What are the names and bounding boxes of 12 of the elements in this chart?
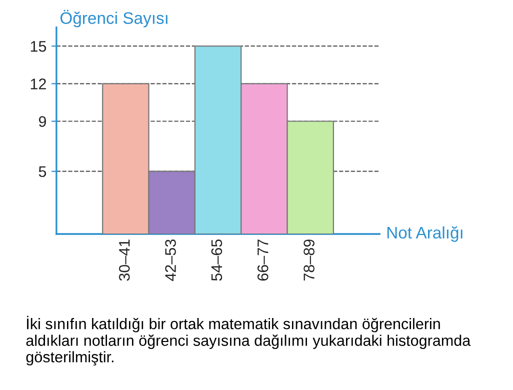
y-tick-label: 15: [30, 41, 46, 52]
y-tick-label: 12: [30, 78, 46, 90]
x-tick-label: 78–89: [304, 240, 314, 281]
x-tick-label: 42–53: [165, 240, 176, 281]
x-axis-title: Not Aralığı: [387, 226, 462, 242]
text: İki sınıfın katıldığı bir ortak matematik sınavından öğrencilerin aldıkları notların öğrenci sayısına dağılımı yukarıdaki histogramda gösterilmiştir.: [26, 316, 471, 366]
y-axis-title: Öğrenci Sayısı: [60, 10, 168, 28]
x-tick-label: 66–77: [257, 240, 268, 281]
y-tick-label: 9: [38, 116, 46, 127]
x-tick-label: 30–41: [118, 240, 130, 281]
y-tick-label: 5: [38, 166, 46, 178]
x-tick-label: 54–65: [211, 239, 222, 281]
